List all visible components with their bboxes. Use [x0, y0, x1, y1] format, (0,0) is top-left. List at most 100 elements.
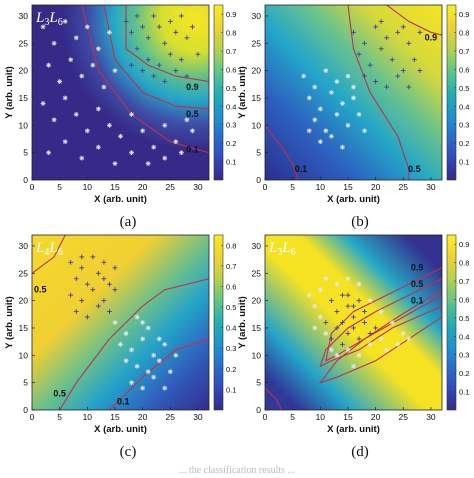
x-axis-label: X (arb. unit) — [94, 194, 147, 205]
star-marker — [317, 314, 323, 320]
y-tick-label: 15 — [19, 93, 29, 103]
star-marker — [184, 117, 190, 123]
panel-letter: (d) — [351, 444, 369, 460]
x-tick-label: 30 — [426, 412, 436, 422]
plus-marker — [107, 309, 112, 314]
y-tick-label: 25 — [19, 268, 29, 278]
plus-marker — [373, 79, 379, 84]
panel-title: L4L6 — [35, 240, 63, 258]
star-marker — [317, 139, 323, 145]
x-tick-label: 25 — [399, 182, 409, 192]
star-marker — [317, 106, 323, 112]
plus-marker — [373, 325, 379, 331]
y-tick-label: 10 — [19, 120, 29, 130]
x-tick-label: 15 — [343, 182, 353, 192]
plus-marker — [112, 265, 118, 271]
star-marker — [62, 95, 68, 101]
colorbar-tick-label: 0.2 — [226, 139, 236, 148]
plus-marker — [79, 254, 85, 260]
colorbar-tick-label: 0.9 — [226, 10, 236, 19]
plus-marker — [73, 276, 79, 282]
x-tick-label: 30 — [193, 412, 203, 422]
x-tick-label: 5 — [290, 182, 295, 192]
y-tick-label: 30 — [19, 11, 29, 21]
star-marker — [140, 385, 146, 391]
plus-marker — [73, 309, 79, 314]
star-marker — [145, 161, 151, 166]
y-tick-label: 30 — [252, 241, 262, 251]
panel-title: L3L6 — [35, 10, 63, 28]
plus-marker — [345, 292, 351, 298]
star-marker — [134, 314, 140, 320]
x-axis-label: X (arb. unit) — [94, 424, 147, 435]
contour-label: 0.1 — [411, 295, 424, 305]
star-marker — [406, 336, 412, 342]
plus-marker — [328, 336, 334, 342]
star-marker — [351, 95, 356, 101]
heatmap-field — [265, 235, 442, 410]
y-tick-label: 0 — [23, 175, 28, 185]
star-marker — [112, 320, 118, 325]
plus-marker — [340, 320, 345, 325]
contour-line — [347, 5, 410, 180]
y-tick-label: 15 — [252, 323, 262, 333]
contour-label: 0.5 — [34, 284, 47, 294]
colorbar-tick-label: 0.1 — [226, 385, 236, 394]
colorbar-tick-label: 0.7 — [459, 47, 469, 56]
plus-marker — [129, 62, 134, 68]
y-tick-label: 20 — [252, 66, 262, 76]
contour-line — [265, 124, 299, 180]
star-marker — [129, 150, 134, 156]
plus-marker — [162, 79, 168, 84]
plus-marker — [340, 341, 345, 347]
y-tick-label: 5 — [23, 148, 28, 158]
x-tick-label: 15 — [110, 182, 120, 192]
plus-marker — [101, 298, 107, 304]
plus-marker — [184, 73, 190, 79]
plus-marker — [334, 325, 340, 331]
colorbar-tick-label: 0.6 — [459, 65, 469, 74]
star-marker — [151, 374, 157, 380]
plus-marker — [395, 29, 401, 35]
star-marker — [73, 111, 79, 117]
plus-marker — [167, 19, 173, 24]
plus-marker — [134, 46, 140, 52]
panel-title: L3L6 — [268, 240, 296, 258]
x-tick-label: 15 — [110, 412, 120, 422]
y-tick-label: 15 — [19, 323, 29, 333]
plus-marker — [406, 40, 412, 46]
star-marker — [68, 57, 74, 63]
plus-marker — [123, 19, 129, 24]
plus-marker — [151, 73, 157, 79]
colorbar-tick-label: 0.1 — [226, 158, 236, 167]
y-tick-label: 15 — [252, 93, 262, 103]
x-tick-label: 20 — [371, 412, 381, 422]
contour-label: 0.9 — [411, 263, 424, 273]
y-axis-label: Y (arb. unit) — [237, 66, 248, 119]
plus-marker — [178, 13, 184, 19]
colorbar-tick-label: 0.9 — [459, 10, 469, 19]
chart-panel: 0.5 0.5 0.1 0 5 10 15 20 25 30 0 5 10 15 20 25 30 X (arb.… — [4, 234, 236, 460]
colorbar-tick-label: 0.8 — [226, 29, 236, 38]
star-marker — [328, 90, 334, 95]
star-marker — [178, 150, 184, 156]
plus-marker — [362, 320, 367, 325]
plus-marker — [340, 292, 345, 298]
star-marker — [301, 73, 307, 79]
star-marker — [323, 128, 329, 134]
plus-marker — [356, 298, 362, 304]
star-marker — [156, 358, 162, 364]
plus-marker — [195, 51, 201, 57]
colorbar-tick-label: 0.6 — [226, 282, 236, 291]
panel-letter: (a) — [120, 214, 137, 230]
x-tick-label: 5 — [290, 412, 295, 422]
plus-marker — [334, 309, 340, 314]
heatmap-field — [32, 235, 209, 410]
plus-marker — [328, 298, 334, 304]
x-tick-label: 30 — [193, 182, 203, 192]
star-marker — [90, 62, 96, 68]
star-marker — [345, 276, 351, 282]
plus-marker — [351, 303, 356, 309]
star-marker — [356, 111, 362, 117]
plus-marker — [101, 259, 107, 265]
